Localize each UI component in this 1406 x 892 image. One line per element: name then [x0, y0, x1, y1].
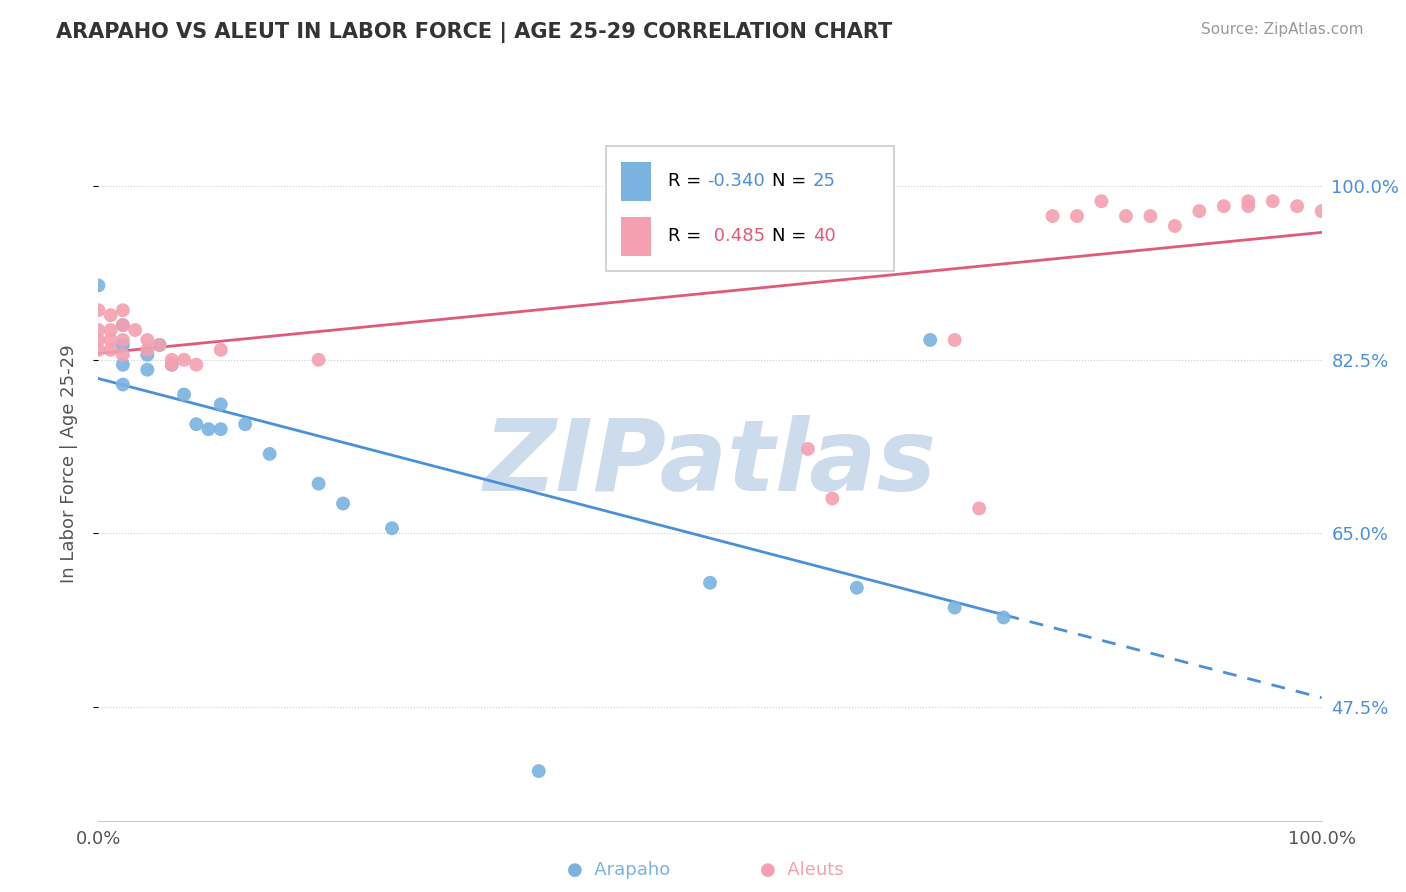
Text: R =: R = — [668, 227, 707, 245]
Point — [100, 323, 122, 337]
Point — [821, 491, 844, 506]
Point — [111, 348, 134, 362]
Text: N =: N = — [772, 227, 813, 245]
Point — [1286, 199, 1309, 213]
Point — [1310, 204, 1333, 219]
Point — [1188, 204, 1211, 219]
Point — [111, 333, 134, 347]
Point — [943, 600, 966, 615]
Point — [111, 318, 134, 332]
Point — [1090, 194, 1112, 209]
Text: 25: 25 — [813, 172, 835, 190]
Y-axis label: In Labor Force | Age 25-29: In Labor Force | Age 25-29 — [59, 344, 77, 583]
Point — [1139, 209, 1161, 223]
Point — [186, 417, 208, 432]
Point — [111, 338, 134, 352]
Point — [87, 343, 110, 357]
Point — [381, 521, 404, 535]
Point — [233, 417, 256, 432]
Point — [259, 447, 281, 461]
Text: Source: ZipAtlas.com: Source: ZipAtlas.com — [1201, 22, 1364, 37]
Text: 40: 40 — [813, 227, 835, 245]
Point — [993, 610, 1015, 624]
Point — [1164, 219, 1187, 233]
Point — [136, 362, 159, 376]
Point — [160, 352, 183, 367]
Text: 0.485: 0.485 — [707, 227, 765, 245]
Point — [209, 343, 232, 357]
Point — [173, 387, 195, 401]
Point — [1237, 199, 1260, 213]
Text: ●  Aleuts: ● Aleuts — [759, 861, 844, 879]
Text: ZIPatlas: ZIPatlas — [484, 416, 936, 512]
Point — [160, 358, 183, 372]
Point — [870, 179, 893, 194]
Point — [943, 333, 966, 347]
Point — [332, 496, 354, 510]
Point — [100, 333, 122, 347]
FancyBboxPatch shape — [620, 217, 651, 256]
Point — [1237, 194, 1260, 209]
Point — [527, 764, 550, 778]
Point — [87, 278, 110, 293]
Point — [797, 442, 820, 456]
Point — [136, 333, 159, 347]
Point — [136, 348, 159, 362]
Point — [699, 575, 721, 590]
Point — [111, 303, 134, 318]
Point — [1212, 199, 1234, 213]
Point — [87, 323, 110, 337]
Point — [173, 352, 195, 367]
Point — [920, 333, 942, 347]
Point — [111, 318, 134, 332]
Point — [967, 501, 990, 516]
Text: ARAPAHO VS ALEUT IN LABOR FORCE | AGE 25-29 CORRELATION CHART: ARAPAHO VS ALEUT IN LABOR FORCE | AGE 25… — [56, 22, 893, 44]
Point — [209, 397, 232, 411]
Point — [197, 422, 219, 436]
Point — [111, 377, 134, 392]
Point — [136, 343, 159, 357]
Point — [100, 343, 122, 357]
FancyBboxPatch shape — [620, 161, 651, 201]
Point — [308, 352, 330, 367]
Point — [186, 358, 208, 372]
Point — [209, 422, 232, 436]
Text: N =: N = — [772, 172, 813, 190]
Point — [100, 308, 122, 322]
Point — [149, 338, 172, 352]
Point — [87, 333, 110, 347]
Point — [1042, 209, 1064, 223]
Point — [149, 338, 172, 352]
Point — [111, 358, 134, 372]
Point — [1066, 209, 1088, 223]
Text: R =: R = — [668, 172, 707, 190]
Text: -0.340: -0.340 — [707, 172, 765, 190]
Point — [845, 581, 868, 595]
Point — [1115, 209, 1137, 223]
Point — [1261, 194, 1284, 209]
Point — [308, 476, 330, 491]
Point — [160, 358, 183, 372]
Point — [124, 323, 146, 337]
Text: ●  Arapaho: ● Arapaho — [567, 861, 671, 879]
Point — [87, 303, 110, 318]
FancyBboxPatch shape — [606, 146, 893, 271]
